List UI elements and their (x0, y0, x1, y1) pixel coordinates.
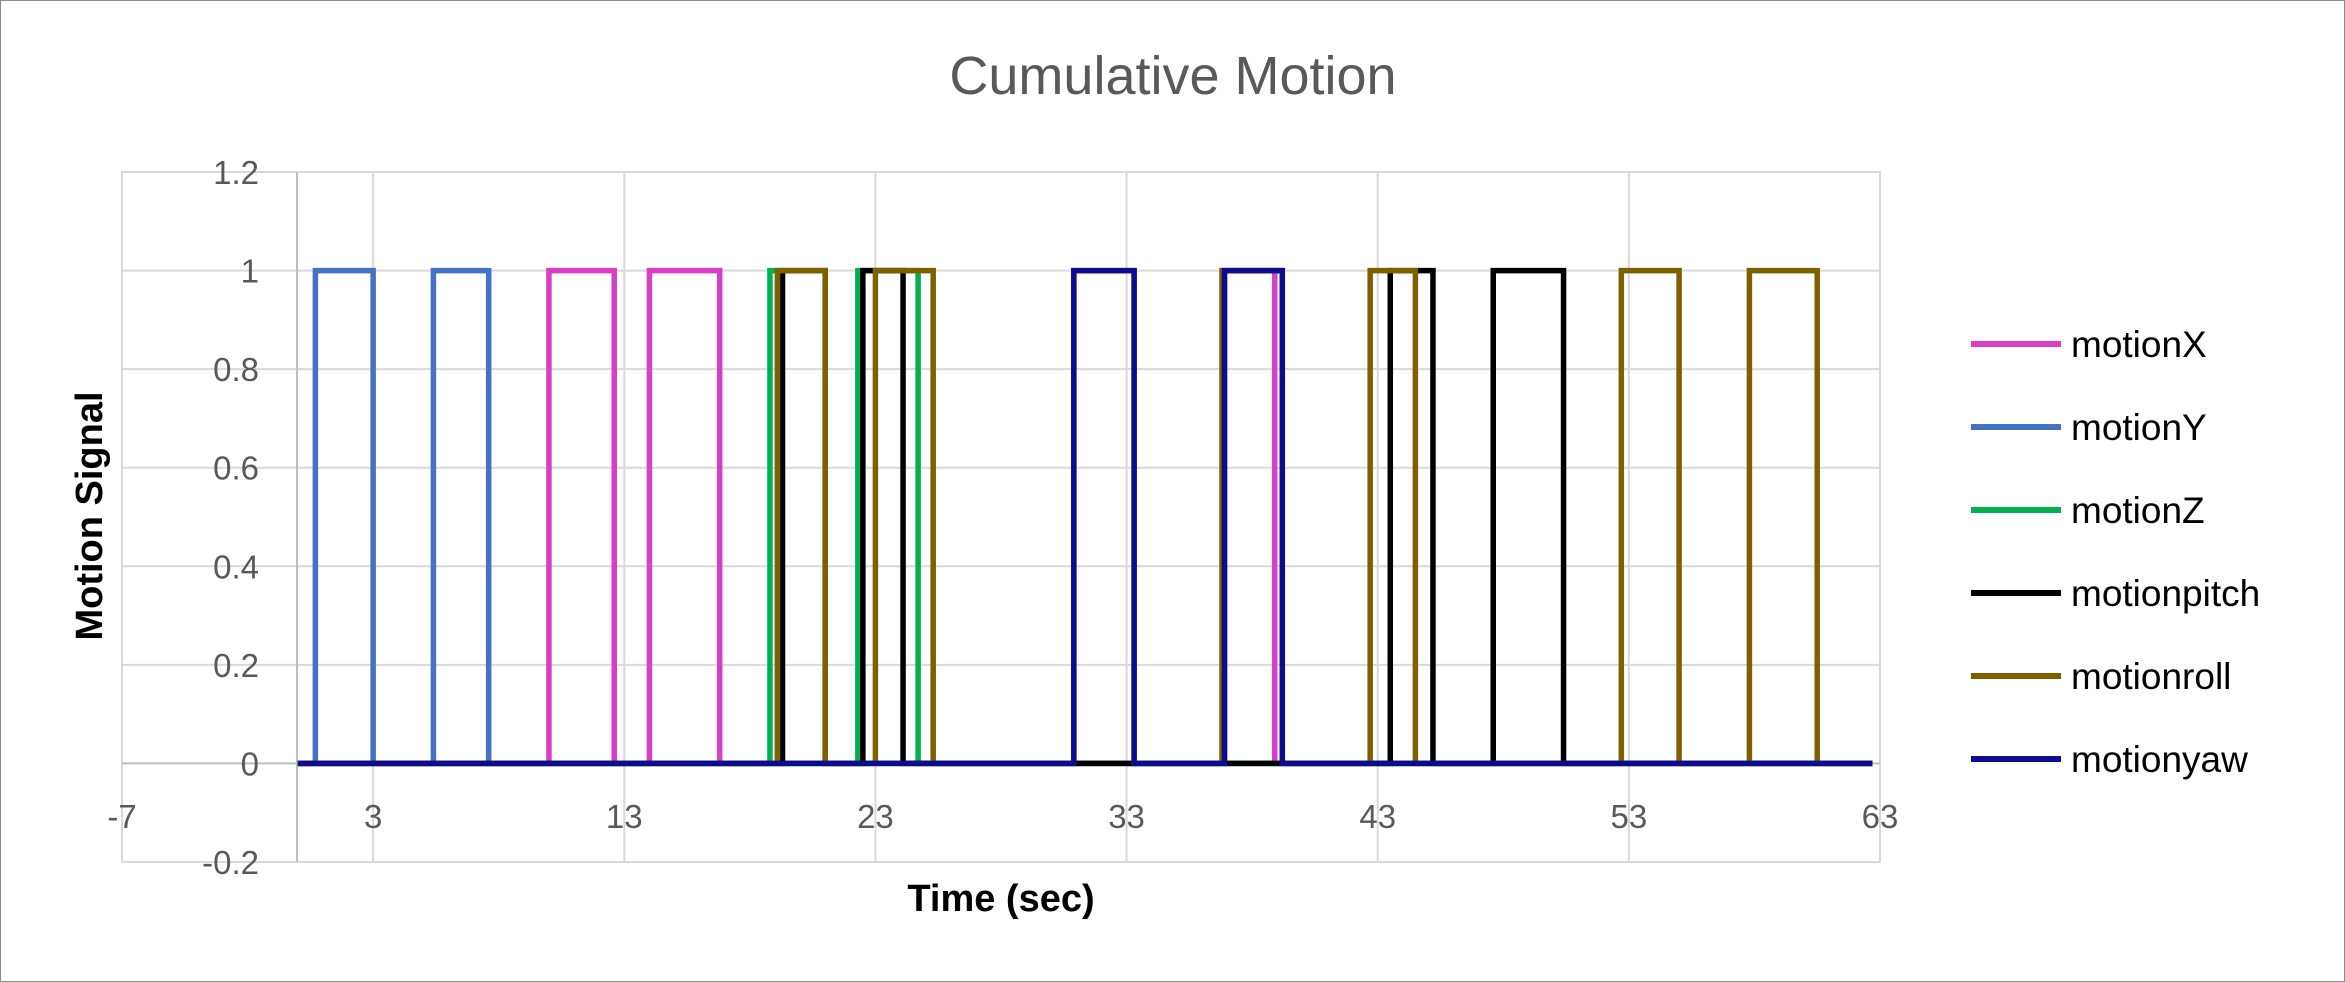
legend-label: motionyaw (2071, 739, 2248, 780)
plot-area (121, 171, 1881, 863)
chart-title: Cumulative Motion (949, 46, 1396, 106)
x-tick-label: 43 (1359, 798, 1396, 835)
series-layer (297, 267, 1873, 767)
legend-label: motionZ (2071, 490, 2205, 531)
legend-entry-motionz: motionZ (1971, 490, 2205, 531)
legend-label: motionpitch (2071, 573, 2260, 614)
series-line-motiony (297, 267, 1873, 767)
x-tick-label: 63 (1862, 798, 1899, 835)
y-tick-label: 0.6 (213, 450, 259, 487)
legend-entry-motionroll: motionroll (1971, 656, 2231, 697)
legend: motionX motionY motionZ motionpitch motionro… (1971, 324, 2260, 780)
y-tick-label: 0.2 (213, 647, 259, 684)
legend-entry-motiony: motionY (1971, 407, 2207, 448)
x-tick-label: 3 (364, 798, 382, 835)
series-line-motionpitch (297, 267, 1873, 767)
series-line-motionroll (297, 267, 1873, 767)
legend-label: motionY (2071, 407, 2207, 448)
legend-entry-motionx: motionX (1971, 324, 2207, 365)
x-tick-label: 23 (857, 798, 894, 835)
tick-layer: -0.2 0 0.2 0.4 0.6 0.8 1 1.2 -7 3 13 23 33 43 53 63 (107, 154, 1898, 881)
y-axis-title: Motion Signal (69, 391, 111, 640)
legend-entry-motionyaw: motionyaw (1971, 739, 2248, 780)
series-line-motionz (297, 267, 1873, 767)
x-tick-label: 13 (606, 798, 643, 835)
legend-label: motionroll (2071, 656, 2231, 697)
grid-layer (121, 171, 1881, 863)
series-line-motionyaw (297, 267, 1873, 767)
y-tick-label: 0.8 (213, 351, 259, 388)
series-line-motionx (297, 267, 1873, 767)
legend-label: motionX (2071, 324, 2207, 365)
x-tick-label: 33 (1108, 798, 1145, 835)
x-axis-title: Time (sec) (907, 878, 1094, 920)
y-tick-label: -0.2 (202, 844, 259, 881)
x-tick-label: 53 (1610, 798, 1647, 835)
y-tick-label: 0 (241, 745, 259, 782)
legend-entry-motionpitch: motionpitch (1971, 573, 2260, 614)
y-tick-label: 1.2 (213, 154, 259, 191)
y-tick-label: 0.4 (213, 548, 259, 585)
x-tick-label: -7 (107, 798, 136, 835)
y-tick-label: 1 (241, 253, 259, 290)
